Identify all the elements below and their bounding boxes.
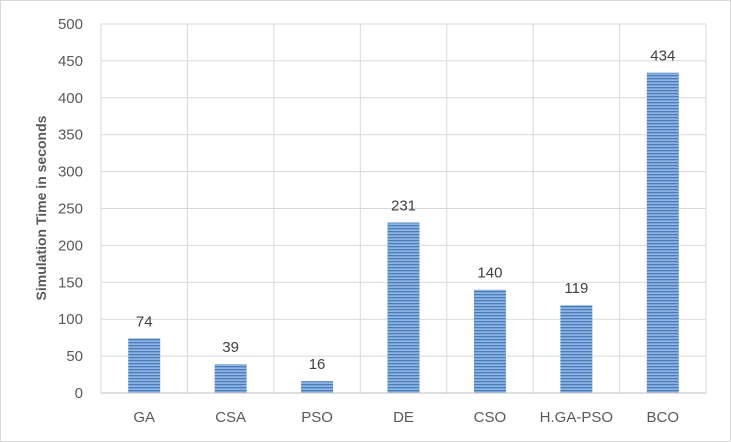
y-axis-title: Simulation Time in seconds	[33, 115, 49, 300]
y-tick-label: 100	[58, 311, 83, 328]
x-tick-label: BCO	[647, 409, 680, 426]
y-tick-label: 0	[75, 385, 83, 402]
data-label: 119	[564, 280, 588, 297]
y-tick-label: 50	[66, 348, 83, 365]
y-tick-label: 450	[58, 53, 83, 70]
bar	[560, 305, 593, 393]
y-tick-label: 150	[58, 274, 83, 291]
y-tick-label: 350	[58, 127, 83, 144]
x-tick-label: DE	[393, 409, 414, 426]
x-tick-label: PSO	[301, 409, 333, 426]
bar	[301, 381, 334, 393]
bars: 74 39 16 231 140 119 434	[128, 48, 679, 393]
y-tick-label: 300	[58, 164, 83, 181]
x-tick-label: CSO	[474, 409, 507, 426]
x-axis: GA CSA PSO DE CSO H.GA-PSO BCO	[101, 392, 706, 426]
y-tick-label: 200	[58, 237, 83, 254]
data-label: 434	[650, 48, 675, 65]
data-label: 16	[309, 356, 326, 373]
data-label: 231	[391, 198, 416, 215]
data-label: 74	[136, 313, 153, 330]
y-axis: 0 50 100 150 200 250 300 350 400 450 500	[58, 16, 83, 402]
bar	[473, 289, 506, 393]
bar	[387, 222, 420, 393]
y-tick-label: 400	[58, 90, 83, 107]
data-label: 140	[477, 265, 502, 282]
y-tick-label: 250	[58, 201, 83, 218]
x-tick-label: H.GA-PSO	[540, 409, 613, 426]
gridlines	[100, 23, 707, 393]
bar	[214, 364, 247, 393]
x-tick-label: GA	[133, 409, 155, 426]
y-tick-label: 500	[58, 16, 83, 33]
x-tick-label: CSA	[215, 409, 246, 426]
bar	[646, 72, 679, 393]
data-label: 39	[222, 339, 239, 356]
bar	[128, 338, 161, 393]
